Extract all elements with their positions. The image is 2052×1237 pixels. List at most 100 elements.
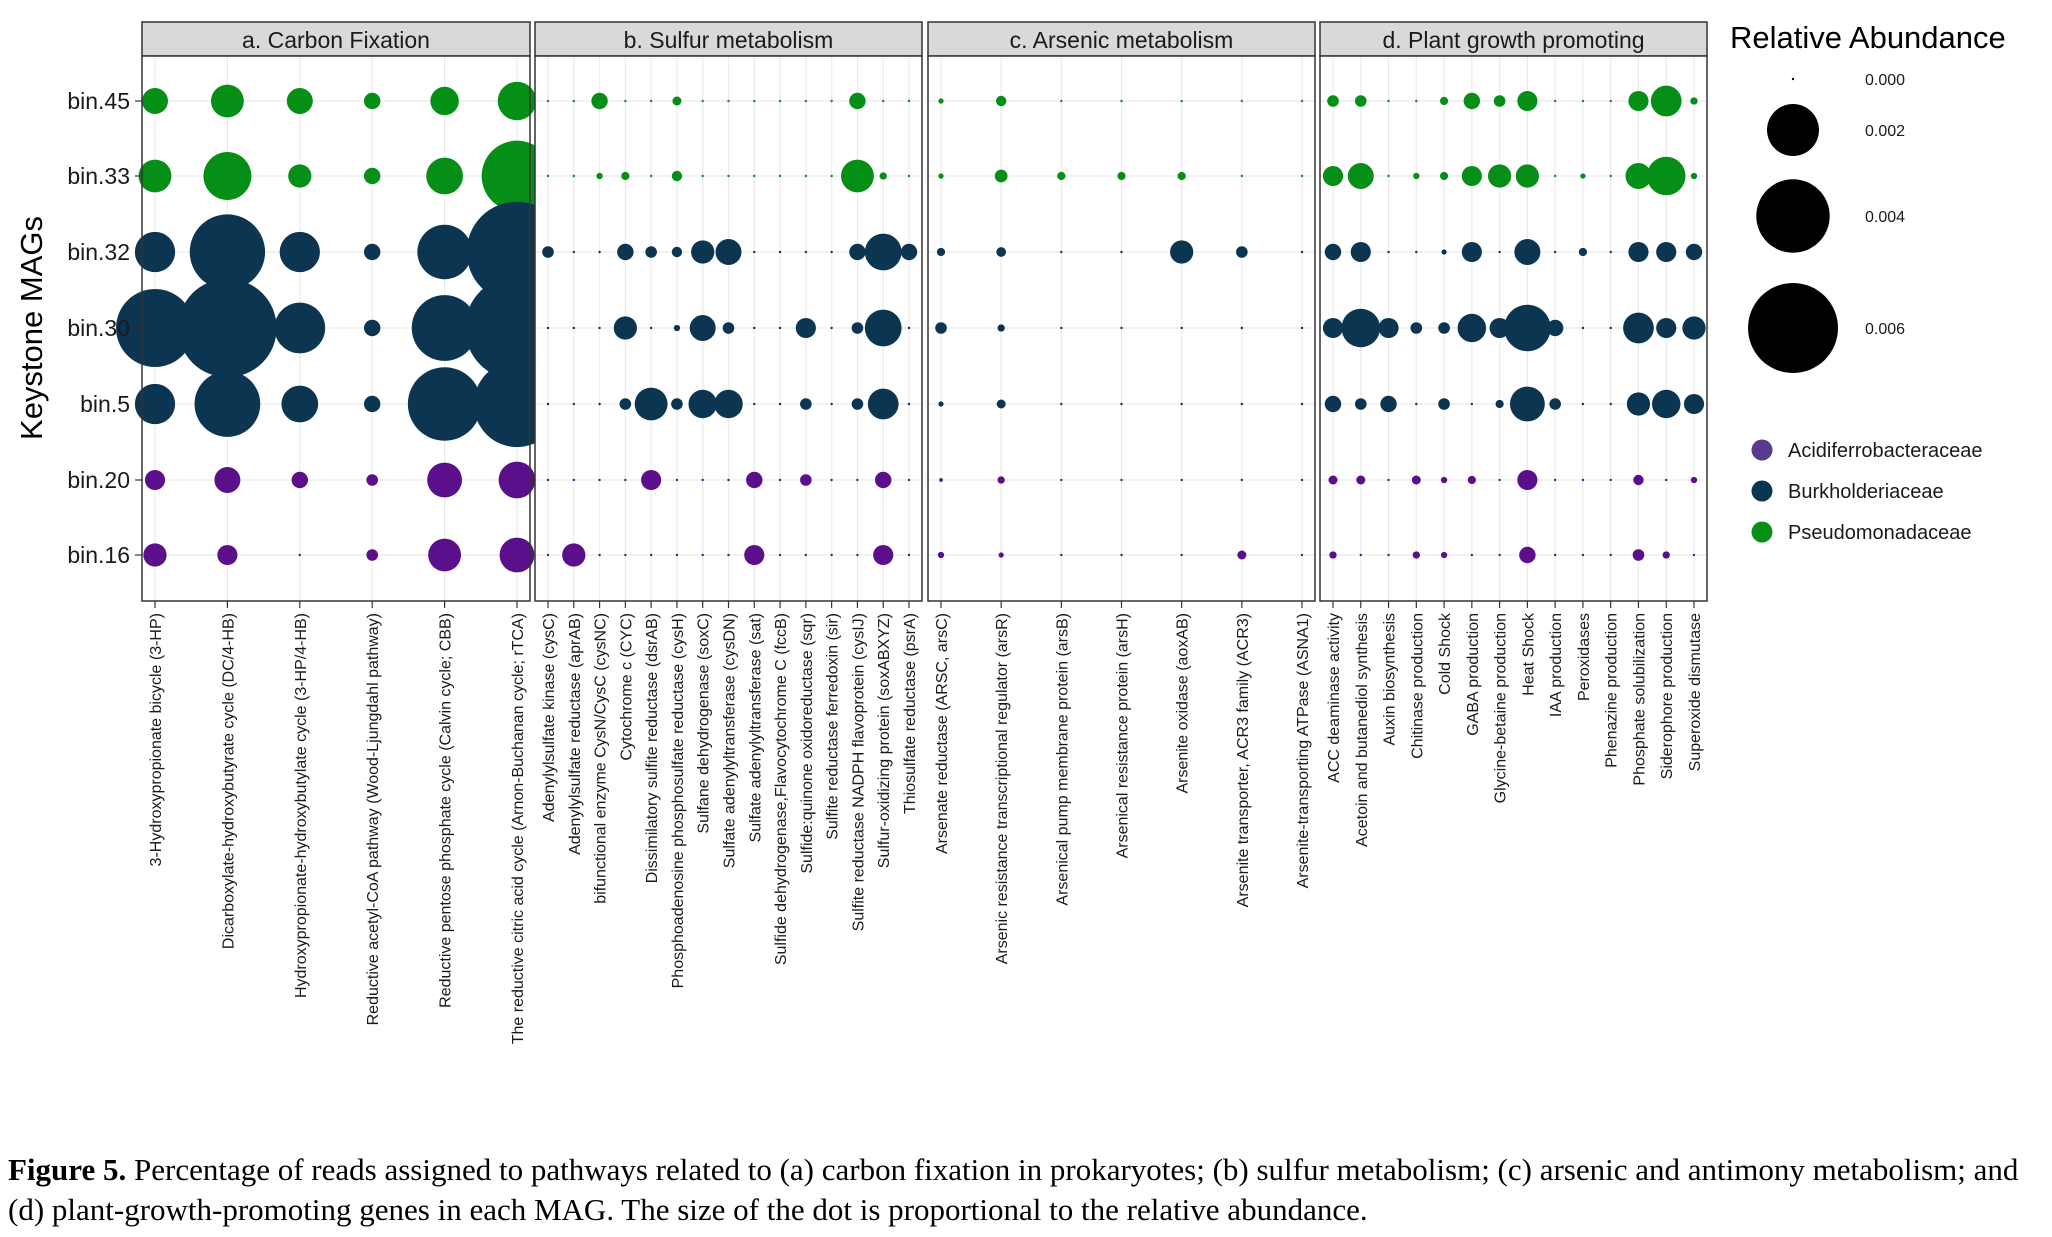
point-bin.20-panel-1-col-6 bbox=[498, 461, 536, 499]
size-legend-label-2: 0.002 bbox=[1865, 123, 1905, 140]
point-bin.32-panel-4-col-7 bbox=[1498, 250, 1501, 254]
color-legend-label-burkholderiaceae: Burkholderiaceae bbox=[1788, 481, 1944, 503]
point-bin.30-panel-4-col-10 bbox=[1581, 326, 1585, 330]
point-bin.32-panel-3-col-1 bbox=[936, 247, 946, 257]
panel-4-xtick-label: Acetoin and butanediol synthesis bbox=[1354, 613, 1371, 847]
panel-4-xtick-label: Chitinase production bbox=[1409, 613, 1426, 759]
point-bin.32-panel-2-col-6 bbox=[671, 246, 683, 258]
panel-1-xtick-label: Reductive pentose phosphate cycle (Calvi… bbox=[438, 613, 455, 1008]
point-bin.33-panel-2-col-5 bbox=[649, 174, 653, 178]
point-bin.45-panel-4-col-11 bbox=[1609, 99, 1612, 103]
panel-2-xtick-label: bifunctional enzyme CysN/CysC (cysNC) bbox=[593, 613, 610, 904]
point-bin.30-panel-2-col-3 bbox=[598, 326, 601, 330]
point-bin.33-panel-2-col-4 bbox=[621, 171, 630, 181]
point-bin.45-panel-2-col-5 bbox=[649, 99, 653, 103]
point-bin.33-panel-2-col-14 bbox=[879, 172, 887, 180]
point-bin.30-panel-4-col-1 bbox=[1322, 317, 1344, 339]
point-bin.45-panel-4-col-2 bbox=[1354, 95, 1367, 107]
point-bin.16-panel-1-col-4 bbox=[366, 549, 379, 561]
point-bin.32-panel-4-col-14 bbox=[1685, 243, 1703, 261]
point-bin.20-panel-2-col-4 bbox=[624, 478, 627, 482]
point-bin.20-panel-3-col-6 bbox=[1240, 478, 1244, 482]
point-bin.30-panel-4-col-8 bbox=[1504, 304, 1551, 352]
panel-1-xtick-label: Reductive acetyl-CoA pathway (Wood-Ljung… bbox=[365, 613, 382, 1025]
panel-2-xtick-label: Dissimilatory sulfite reductase (dsrAB) bbox=[644, 613, 661, 883]
point-bin.16-panel-4-col-1 bbox=[1329, 551, 1337, 559]
point-bin.33-panel-4-col-10 bbox=[1580, 173, 1586, 179]
panel-2-xtick-label: Sulfane dehydrogenase (soxC) bbox=[696, 613, 713, 834]
point-bin.20-panel-4-col-2 bbox=[1356, 475, 1366, 485]
point-bin.30-panel-4-col-5 bbox=[1438, 322, 1450, 334]
point-bin.45-panel-4-col-14 bbox=[1690, 97, 1698, 105]
point-bin.20-panel-3-col-7 bbox=[1300, 478, 1304, 482]
point-bin.16-panel-2-col-4 bbox=[624, 553, 627, 557]
point-bin.45-panel-1-col-1 bbox=[142, 88, 168, 114]
point-bin.20-panel-4-col-4 bbox=[1411, 475, 1421, 485]
point-bin.45-panel-2-col-13 bbox=[849, 92, 866, 110]
point-bin.16-panel-2-col-2 bbox=[562, 543, 586, 567]
panel-2-xtick-label: Adenylylsulfate reductase (aprAB) bbox=[567, 613, 584, 855]
point-bin.5-panel-2-col-12 bbox=[830, 402, 833, 406]
point-bin.33-panel-1-col-5 bbox=[426, 157, 463, 195]
point-bin.16-panel-3-col-3 bbox=[1060, 553, 1063, 557]
point-bin.30-panel-4-col-7 bbox=[1489, 317, 1510, 339]
point-bin.5-panel-4-col-7 bbox=[1495, 399, 1504, 409]
point-bin.5-panel-1-col-3 bbox=[281, 385, 319, 423]
panel-1-xtick-label: 3-Hydroxypropionate bicycle (3-HP) bbox=[148, 613, 165, 866]
point-bin.32-panel-2-col-4 bbox=[617, 243, 634, 261]
point-bin.32-panel-4-col-4 bbox=[1415, 250, 1418, 254]
point-bin.5-panel-4-col-10 bbox=[1581, 402, 1585, 406]
point-bin.5-panel-3-col-1 bbox=[938, 401, 944, 407]
point-bin.20-panel-4-col-1 bbox=[1328, 475, 1338, 485]
point-bin.32-panel-2-col-9 bbox=[753, 250, 756, 254]
point-bin.5-panel-1-col-2 bbox=[194, 371, 261, 437]
point-bin.5-panel-2-col-14 bbox=[867, 388, 899, 420]
point-bin.33-panel-1-col-4 bbox=[363, 167, 381, 185]
point-bin.20-panel-4-col-11 bbox=[1609, 478, 1612, 482]
point-bin.30-panel-3-col-1 bbox=[935, 322, 947, 334]
panel-4-xtick-label: Phosphate solubilization bbox=[1631, 613, 1648, 786]
point-bin.32-panel-4-col-10 bbox=[1578, 247, 1588, 257]
point-bin.32-panel-2-col-1 bbox=[542, 246, 554, 258]
point-bin.30-panel-4-col-12 bbox=[1623, 312, 1654, 344]
caption-label: Figure 5. bbox=[8, 1152, 127, 1187]
point-bin.20-panel-2-col-6 bbox=[675, 478, 679, 482]
point-bin.32-panel-4-col-9 bbox=[1553, 250, 1557, 254]
point-bin.32-panel-4-col-12 bbox=[1628, 241, 1649, 263]
size-legend-key-4 bbox=[1748, 283, 1838, 373]
ytick-label-bin.20: bin.20 bbox=[67, 467, 130, 493]
point-bin.16-panel-2-col-10 bbox=[778, 553, 782, 557]
point-bin.20-panel-3-col-2 bbox=[997, 476, 1005, 484]
point-bin.33-panel-3-col-7 bbox=[1300, 174, 1304, 178]
point-bin.32-panel-1-col-2 bbox=[189, 214, 266, 290]
point-bin.20-panel-2-col-9 bbox=[746, 471, 763, 489]
point-bin.45-panel-3-col-7 bbox=[1300, 99, 1304, 103]
point-bin.30-panel-4-col-14 bbox=[1682, 316, 1706, 340]
panel-3-xtick-label: Arsenite transporter, ACR3 family (ACR3) bbox=[1235, 613, 1252, 907]
point-bin.32-panel-2-col-2 bbox=[572, 250, 575, 254]
point-bin.20-panel-1-col-3 bbox=[291, 471, 309, 489]
point-bin.32-panel-1-col-3 bbox=[279, 231, 320, 273]
point-bin.33-panel-1-col-3 bbox=[288, 164, 312, 188]
point-bin.33-panel-2-col-8 bbox=[727, 174, 730, 178]
point-bin.5-panel-4-col-8 bbox=[1509, 386, 1545, 422]
size-legend-key-1 bbox=[1791, 77, 1795, 81]
point-bin.16-panel-4-col-3 bbox=[1387, 553, 1390, 557]
point-bin.45-panel-3-col-4 bbox=[1120, 99, 1123, 103]
point-bin.32-panel-3-col-7 bbox=[1300, 250, 1304, 254]
point-bin.30-panel-2-col-5 bbox=[649, 326, 653, 330]
point-bin.16-panel-4-col-7 bbox=[1498, 553, 1501, 557]
panel-2-xtick-label: Sulfate adenylyltransferase (sat) bbox=[747, 613, 764, 842]
point-bin.33-panel-4-col-3 bbox=[1387, 174, 1390, 178]
panel-2-xtick-label: Sulfite reductase NADPH flavoprotein (cy… bbox=[850, 613, 867, 931]
point-bin.45-panel-2-col-7 bbox=[701, 99, 704, 103]
point-bin.20-panel-1-col-1 bbox=[144, 469, 166, 491]
point-bin.33-panel-2-col-3 bbox=[596, 172, 603, 180]
panel-1-title: a. Carbon Fixation bbox=[242, 27, 430, 53]
point-bin.5-panel-4-col-3 bbox=[1380, 395, 1397, 413]
point-bin.5-panel-2-col-10 bbox=[778, 402, 782, 406]
point-bin.32-panel-3-col-2 bbox=[996, 247, 1007, 257]
point-bin.45-panel-2-col-2 bbox=[572, 99, 575, 103]
point-bin.5-panel-2-col-1 bbox=[546, 402, 550, 406]
point-bin.16-panel-2-col-13 bbox=[856, 553, 859, 557]
